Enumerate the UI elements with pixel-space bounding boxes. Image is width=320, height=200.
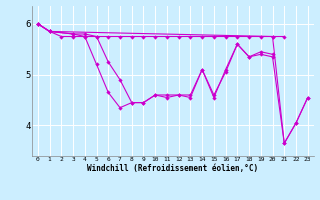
X-axis label: Windchill (Refroidissement éolien,°C): Windchill (Refroidissement éolien,°C) [87,164,258,173]
